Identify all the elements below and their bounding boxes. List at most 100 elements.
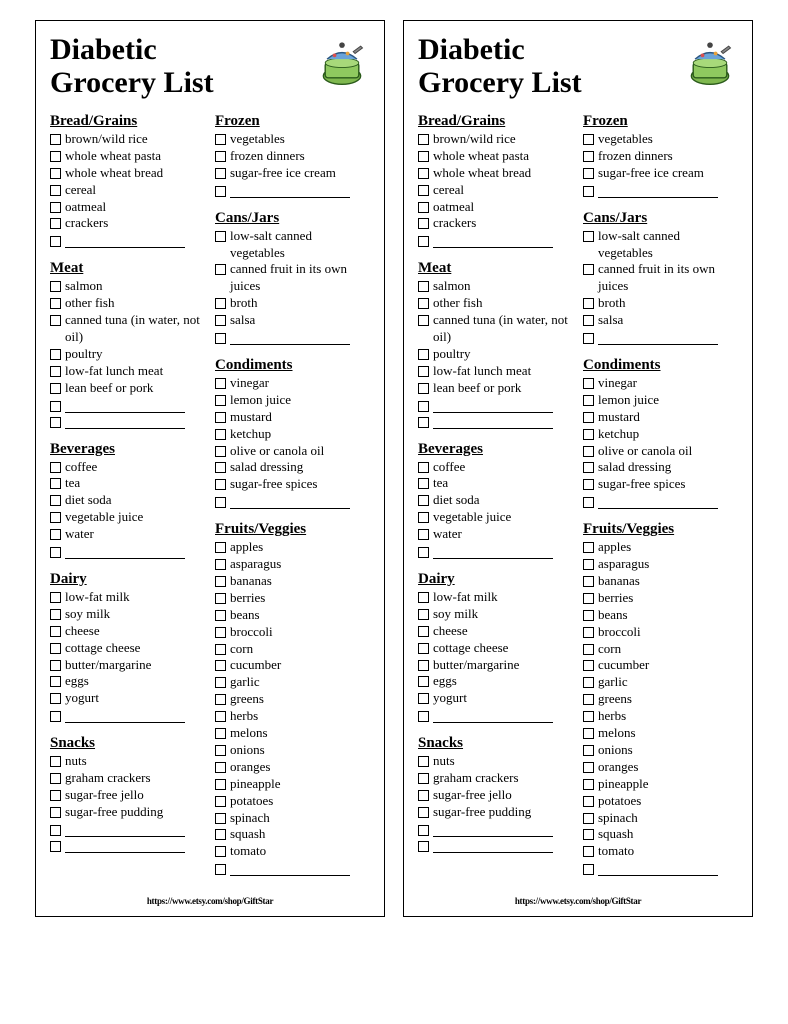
checkbox[interactable] bbox=[583, 378, 594, 389]
checkbox[interactable] bbox=[418, 773, 429, 784]
checkbox[interactable] bbox=[583, 542, 594, 553]
checkbox[interactable] bbox=[215, 412, 226, 423]
checkbox[interactable] bbox=[215, 711, 226, 722]
checkbox[interactable] bbox=[215, 610, 226, 621]
checkbox[interactable] bbox=[418, 825, 429, 836]
checkbox[interactable] bbox=[583, 829, 594, 840]
checkbox[interactable] bbox=[583, 559, 594, 570]
checkbox[interactable] bbox=[418, 626, 429, 637]
checkbox[interactable] bbox=[583, 660, 594, 671]
checkbox[interactable] bbox=[215, 576, 226, 587]
checkbox[interactable] bbox=[418, 547, 429, 558]
checkbox[interactable] bbox=[50, 151, 61, 162]
checkbox[interactable] bbox=[418, 151, 429, 162]
write-in-line[interactable] bbox=[433, 544, 553, 559]
checkbox[interactable] bbox=[50, 315, 61, 326]
write-in-line[interactable] bbox=[598, 330, 718, 345]
checkbox[interactable] bbox=[215, 728, 226, 739]
checkbox[interactable] bbox=[215, 186, 226, 197]
checkbox[interactable] bbox=[418, 168, 429, 179]
checkbox[interactable] bbox=[215, 762, 226, 773]
checkbox[interactable] bbox=[215, 446, 226, 457]
checkbox[interactable] bbox=[583, 644, 594, 655]
checkbox[interactable] bbox=[583, 796, 594, 807]
checkbox[interactable] bbox=[583, 694, 594, 705]
checkbox[interactable] bbox=[50, 478, 61, 489]
checkbox[interactable] bbox=[418, 185, 429, 196]
checkbox[interactable] bbox=[215, 829, 226, 840]
write-in-line[interactable] bbox=[433, 233, 553, 248]
checkbox[interactable] bbox=[583, 813, 594, 824]
checkbox[interactable] bbox=[418, 609, 429, 620]
checkbox[interactable] bbox=[50, 462, 61, 473]
checkbox[interactable] bbox=[583, 610, 594, 621]
checkbox[interactable] bbox=[583, 677, 594, 688]
checkbox[interactable] bbox=[50, 185, 61, 196]
checkbox[interactable] bbox=[418, 236, 429, 247]
checkbox[interactable] bbox=[50, 547, 61, 558]
checkbox[interactable] bbox=[50, 134, 61, 145]
checkbox[interactable] bbox=[215, 168, 226, 179]
write-in-line[interactable] bbox=[230, 183, 350, 198]
write-in-line[interactable] bbox=[65, 708, 185, 723]
checkbox[interactable] bbox=[50, 401, 61, 412]
checkbox[interactable] bbox=[418, 807, 429, 818]
write-in-line[interactable] bbox=[65, 822, 185, 837]
checkbox[interactable] bbox=[583, 864, 594, 875]
write-in-line[interactable] bbox=[230, 861, 350, 876]
checkbox[interactable] bbox=[418, 711, 429, 722]
checkbox[interactable] bbox=[50, 202, 61, 213]
checkbox[interactable] bbox=[418, 592, 429, 603]
checkbox[interactable] bbox=[583, 186, 594, 197]
checkbox[interactable] bbox=[215, 333, 226, 344]
write-in-line[interactable] bbox=[433, 708, 553, 723]
checkbox[interactable] bbox=[583, 298, 594, 309]
checkbox[interactable] bbox=[50, 773, 61, 784]
checkbox[interactable] bbox=[50, 168, 61, 179]
checkbox[interactable] bbox=[583, 264, 594, 275]
checkbox[interactable] bbox=[418, 383, 429, 394]
checkbox[interactable] bbox=[583, 462, 594, 473]
write-in-line[interactable] bbox=[598, 494, 718, 509]
checkbox[interactable] bbox=[50, 790, 61, 801]
checkbox[interactable] bbox=[50, 609, 61, 620]
checkbox[interactable] bbox=[50, 711, 61, 722]
checkbox[interactable] bbox=[50, 281, 61, 292]
checkbox[interactable] bbox=[418, 298, 429, 309]
checkbox[interactable] bbox=[50, 495, 61, 506]
checkbox[interactable] bbox=[215, 660, 226, 671]
write-in-line[interactable] bbox=[433, 822, 553, 837]
checkbox[interactable] bbox=[215, 627, 226, 638]
checkbox[interactable] bbox=[50, 529, 61, 540]
checkbox[interactable] bbox=[215, 677, 226, 688]
checkbox[interactable] bbox=[50, 676, 61, 687]
checkbox[interactable] bbox=[418, 693, 429, 704]
checkbox[interactable] bbox=[583, 395, 594, 406]
write-in-line[interactable] bbox=[433, 414, 553, 429]
checkbox[interactable] bbox=[418, 478, 429, 489]
checkbox[interactable] bbox=[583, 745, 594, 756]
checkbox[interactable] bbox=[583, 479, 594, 490]
checkbox[interactable] bbox=[418, 790, 429, 801]
checkbox[interactable] bbox=[418, 643, 429, 654]
checkbox[interactable] bbox=[50, 626, 61, 637]
checkbox[interactable] bbox=[215, 395, 226, 406]
checkbox[interactable] bbox=[50, 349, 61, 360]
checkbox[interactable] bbox=[215, 298, 226, 309]
write-in-line[interactable] bbox=[230, 330, 350, 345]
checkbox[interactable] bbox=[50, 660, 61, 671]
checkbox[interactable] bbox=[215, 231, 226, 242]
checkbox[interactable] bbox=[215, 151, 226, 162]
checkbox[interactable] bbox=[418, 676, 429, 687]
checkbox[interactable] bbox=[50, 756, 61, 767]
checkbox[interactable] bbox=[215, 264, 226, 275]
write-in-line[interactable] bbox=[65, 414, 185, 429]
checkbox[interactable] bbox=[50, 841, 61, 852]
write-in-line[interactable] bbox=[65, 838, 185, 853]
checkbox[interactable] bbox=[50, 643, 61, 654]
checkbox[interactable] bbox=[583, 627, 594, 638]
write-in-line[interactable] bbox=[598, 183, 718, 198]
checkbox[interactable] bbox=[583, 497, 594, 508]
write-in-line[interactable] bbox=[65, 544, 185, 559]
checkbox[interactable] bbox=[418, 134, 429, 145]
